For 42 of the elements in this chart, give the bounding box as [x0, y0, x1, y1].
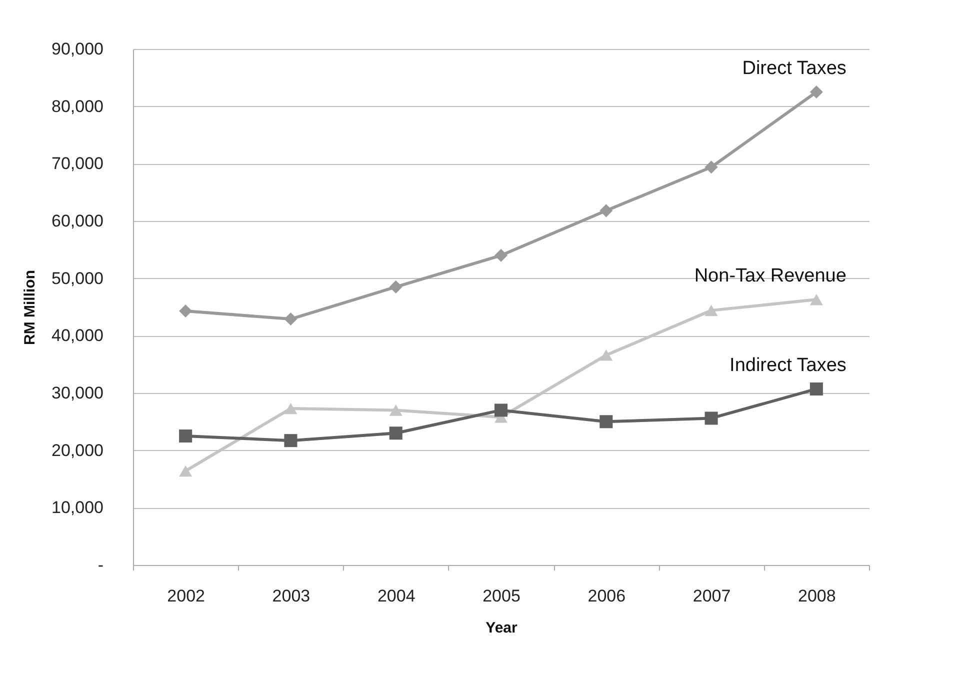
y-tick-label: 40,000 [52, 326, 104, 346]
point [810, 294, 823, 306]
y-tick-label: - [98, 556, 104, 574]
point [179, 465, 192, 477]
y-tick-label: 70,000 [52, 154, 104, 174]
point [704, 160, 718, 174]
y-tick-label: 60,000 [52, 212, 104, 230]
x-tick-label: 2006 [588, 586, 626, 606]
point [389, 426, 402, 440]
point [494, 404, 508, 417]
y-tick-label: 10,000 [52, 498, 104, 518]
y-tick-label: 80,000 [52, 96, 104, 116]
point [704, 304, 718, 316]
point [600, 415, 613, 428]
point [494, 248, 508, 262]
point [600, 350, 613, 361]
series-label: Non-Tax Revenue [694, 266, 846, 287]
x-axis-title: Year [486, 620, 518, 636]
x-tick-label: 2003 [272, 586, 310, 606]
x-tick-label: 2005 [482, 586, 520, 606]
point [284, 434, 298, 448]
y-tick-label: 50,000 [52, 268, 104, 288]
point [389, 404, 402, 416]
point [600, 204, 613, 218]
point [284, 312, 298, 326]
y-tick-label: 30,000 [52, 384, 104, 402]
point [810, 382, 823, 396]
point [810, 85, 823, 99]
x-tick-label: 2008 [798, 586, 836, 606]
point [179, 304, 192, 318]
x-tick-label: 2007 [692, 586, 731, 606]
point [389, 280, 402, 294]
series-label: Indirect Taxes [730, 354, 846, 376]
point [179, 429, 192, 443]
y-tick-label: 20,000 [52, 440, 104, 460]
point [704, 412, 718, 425]
x-tick-label: 2004 [377, 586, 416, 606]
x-tick-label: 2002 [167, 586, 205, 606]
point [284, 402, 298, 414]
y-axis-title: RM Million [22, 270, 39, 345]
series-label: Direct Taxes [742, 58, 846, 79]
y-tick-label: 90,000 [52, 40, 104, 58]
